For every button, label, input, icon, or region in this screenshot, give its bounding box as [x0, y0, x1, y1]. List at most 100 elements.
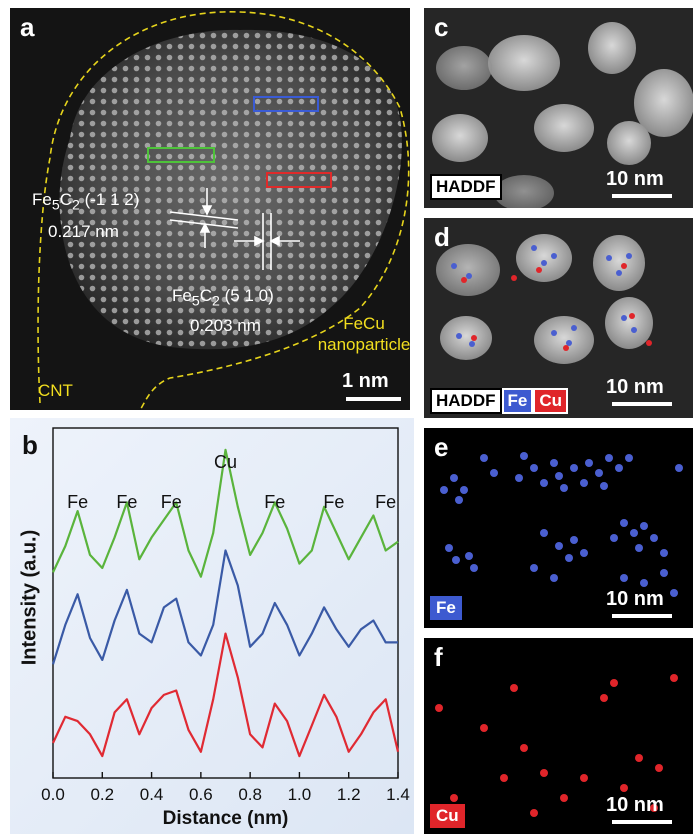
element-dot [445, 544, 453, 552]
nanoparticle-outline [37, 11, 410, 410]
panel-f-scalebar [612, 820, 672, 824]
element-dot [560, 484, 568, 492]
panel-a-letter: a [20, 12, 35, 42]
element-dot [530, 564, 538, 572]
peak-label-fe-0: Fe [67, 492, 89, 512]
peak-label-fe-5: Fe [323, 492, 345, 512]
lattice-spacing-510 [234, 213, 300, 270]
panel-d-letter: d [434, 222, 450, 252]
element-dot [490, 469, 498, 477]
panel-f-cu-map: f Cu 10 nm [424, 638, 693, 834]
panel-e-scale-label: 10 nm [606, 588, 664, 610]
element-dot [460, 486, 468, 494]
lattice-spacing-112 [169, 188, 239, 248]
element-dot [625, 454, 633, 462]
element-dot [560, 794, 568, 802]
element-dot [520, 452, 528, 460]
element-dot [605, 454, 613, 462]
x-tick-label-5: 1.0 [288, 785, 312, 804]
fe-dot [469, 341, 475, 347]
y-axis-label: Intensity (a.u.) [18, 529, 41, 666]
element-dot [450, 794, 458, 802]
element-dot [615, 464, 623, 472]
series-line-2 [52, 632, 400, 758]
element-dot [465, 552, 473, 560]
panel-e-fe-map: e Fe 10 nm [424, 428, 693, 628]
element-dot [660, 549, 668, 557]
cu-dot [511, 275, 517, 281]
cu-dot [461, 277, 467, 283]
panel-c-scalebar [612, 194, 672, 198]
x-tick-label-4: 0.8 [238, 785, 262, 804]
panel-c-image [432, 22, 693, 208]
element-dot [500, 774, 508, 782]
panel-c-haddf-box: HADDF [430, 174, 502, 200]
panel-d-image [436, 234, 653, 364]
panel-f-cu-box: Cu [430, 804, 465, 828]
element-dot [570, 464, 578, 472]
fe-dot [621, 315, 627, 321]
panel-c-scale-label: 10 nm [606, 168, 664, 190]
x-tick-label-0: 0.0 [41, 785, 65, 804]
panel-d-haddf-box: HADDF [430, 388, 502, 414]
panel-e-scalebar [612, 614, 672, 618]
panel-a-scale-label: 1 nm [342, 370, 389, 392]
panel-f-image [435, 674, 678, 817]
panel-e-fe-box: Fe [430, 596, 462, 620]
element-dot [670, 589, 678, 597]
peak-label-cu-3: Cu [213, 452, 237, 472]
blue-region-box [253, 96, 319, 112]
x-tick-label-3: 0.6 [189, 785, 213, 804]
panel-f-letter: f [434, 642, 443, 672]
panel-e-letter: e [434, 432, 449, 462]
element-dot [455, 496, 463, 504]
element-dot [610, 534, 618, 542]
value-112: 0.217 nm [48, 222, 119, 241]
peak-label-fe-2: Fe [160, 492, 182, 512]
fe-dot [566, 340, 572, 346]
element-dot [440, 486, 448, 494]
element-dot [540, 529, 548, 537]
panel-f-scale-label: 10 nm [606, 794, 664, 816]
element-dot [550, 459, 558, 467]
panel-a-scalebar [346, 397, 401, 401]
fe-dot [451, 263, 457, 269]
fe-dot [626, 253, 632, 259]
element-dot [630, 529, 638, 537]
element-dot [660, 569, 668, 577]
fe-dot [631, 327, 637, 333]
fe-dot [456, 333, 462, 339]
element-dot [480, 454, 488, 462]
panel-b-letter: b [22, 430, 38, 460]
panel-d-cu-box: Cu [533, 388, 569, 414]
peak-label-fe-4: Fe [264, 492, 286, 512]
x-axis-label: Distance (nm) [162, 808, 289, 829]
panel-a-hrtem: a Fe5C2 (-1 1 2) 0.217 nm Fe5C2 (5 1 0) … [10, 8, 410, 410]
element-dot [450, 474, 458, 482]
element-dot [585, 459, 593, 467]
panel-d-overlay: d HADDF Fe Cu 10 nm [424, 218, 693, 418]
panel-c-haddf: c HADDF 10 nm [424, 8, 693, 208]
fe-dot [551, 253, 557, 259]
panel-d-scale-label: 10 nm [606, 376, 664, 398]
fecu-nanoparticle-label: FeCu nanoparticle [316, 313, 410, 355]
element-dot [650, 534, 658, 542]
value-510: 0.203 nm [190, 316, 261, 335]
fe-dot [531, 245, 537, 251]
element-dot [480, 724, 488, 732]
panel-d-scalebar [612, 402, 672, 406]
element-dot [570, 536, 578, 544]
element-dot [650, 804, 658, 812]
fe-dot [606, 255, 612, 261]
element-dot [635, 754, 643, 762]
element-dot [452, 556, 460, 564]
peak-label-fe-6: Fe [375, 492, 397, 512]
cu-dot [563, 345, 569, 351]
peak-label-fe-1: Fe [116, 492, 138, 512]
element-dot [580, 774, 588, 782]
element-dot [555, 472, 563, 480]
fe-dot [466, 273, 472, 279]
chart-svg: 0.0 0.2 0.4 0.6 0.8 1.0 1.2 1.4 [41, 427, 410, 804]
panel-e-image [440, 452, 683, 597]
element-dot [600, 482, 608, 490]
